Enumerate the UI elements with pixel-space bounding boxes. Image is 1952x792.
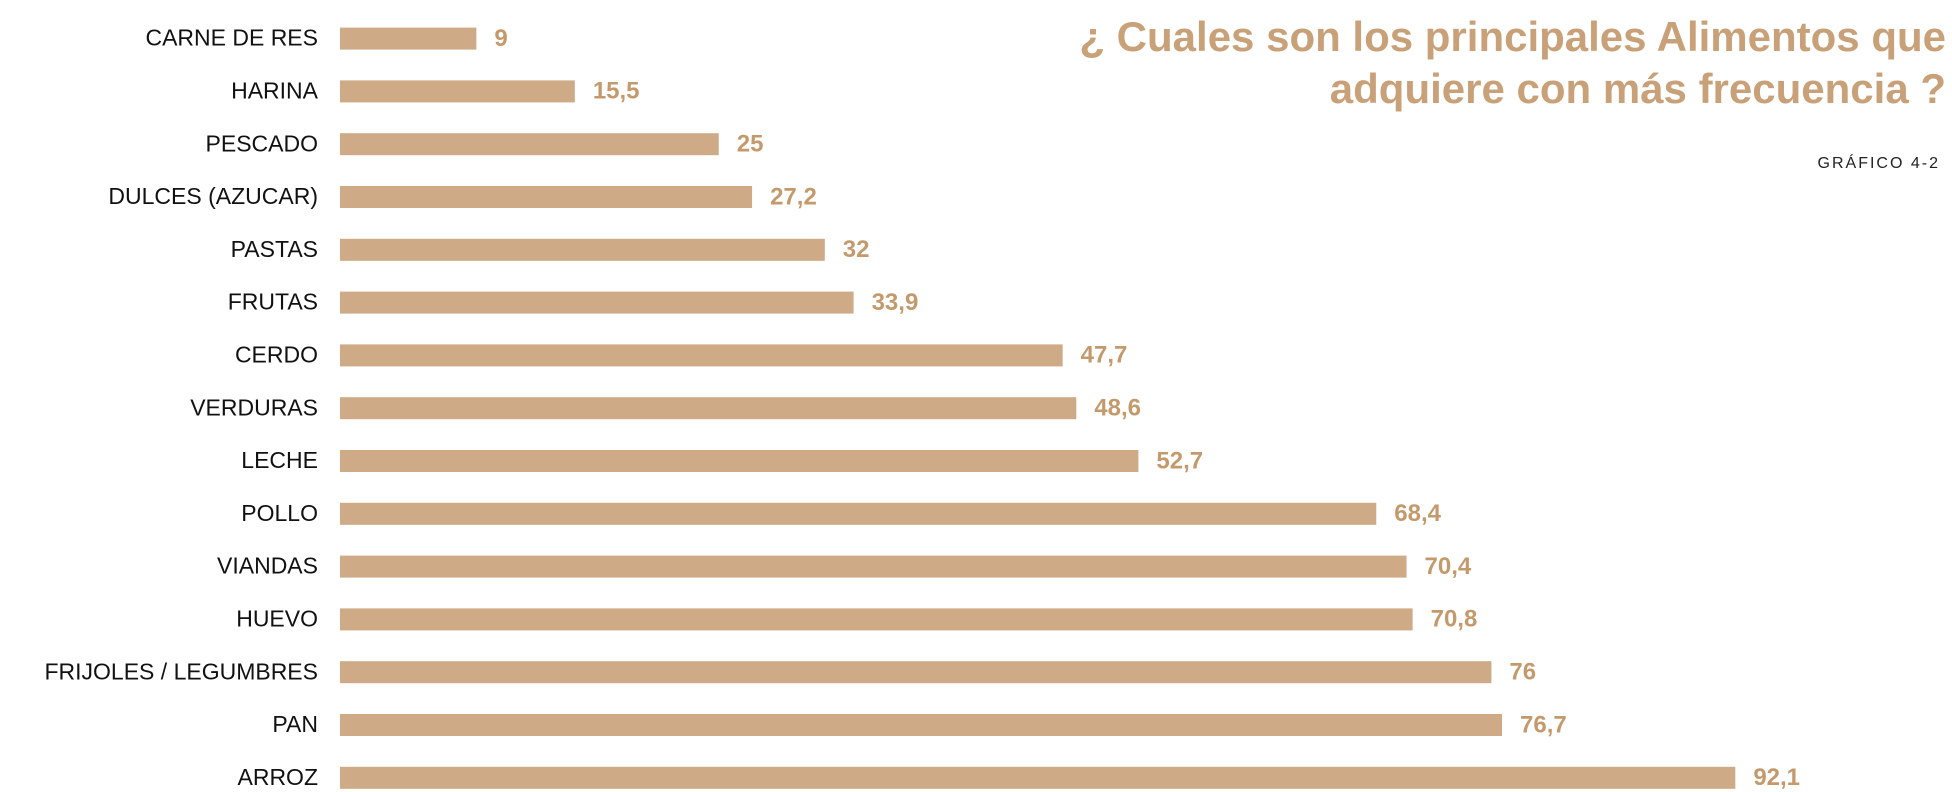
value-label: 33,9 xyxy=(872,289,919,316)
value-label: 68,4 xyxy=(1394,500,1441,527)
bar xyxy=(340,291,854,314)
value-label: 32 xyxy=(843,236,870,263)
category-label: LECHE xyxy=(241,447,318,473)
category-label: POLLO xyxy=(241,500,318,526)
chart-title: ¿ Cuales son los principales Alimentos q… xyxy=(1079,13,1946,60)
bar xyxy=(340,661,1492,684)
bar xyxy=(340,133,719,156)
category-label: ARROZ xyxy=(238,764,319,790)
category-label: PESCADO xyxy=(206,130,318,156)
value-label: 92,1 xyxy=(1753,764,1800,791)
value-label: 76 xyxy=(1509,659,1536,686)
value-label: 25 xyxy=(737,131,764,158)
value-label: 9 xyxy=(494,25,507,52)
value-label: 47,7 xyxy=(1081,342,1128,369)
bar xyxy=(340,766,1736,789)
value-label: 76,7 xyxy=(1520,711,1567,738)
value-label: 70,4 xyxy=(1425,553,1472,580)
chart-subtitle: GRÁFICO 4-2 xyxy=(1818,153,1940,172)
category-label: CERDO xyxy=(235,341,318,367)
bar xyxy=(340,344,1063,367)
value-label: 15,5 xyxy=(593,78,640,105)
category-label: FRUTAS xyxy=(228,289,318,315)
bar xyxy=(340,502,1377,525)
value-label: 52,7 xyxy=(1156,447,1203,474)
category-label: PASTAS xyxy=(231,236,318,262)
category-label: DULCES (AZUCAR) xyxy=(108,183,318,209)
value-label: 70,8 xyxy=(1431,606,1478,633)
bar xyxy=(340,608,1413,631)
bar xyxy=(340,238,825,261)
bar xyxy=(340,186,753,208)
bar xyxy=(340,714,1503,736)
category-label: VIANDAS xyxy=(217,553,318,579)
category-label: FRIJOLES / LEGUMBRES xyxy=(44,658,318,684)
value-label: 48,6 xyxy=(1094,395,1141,422)
category-label: HUEVO xyxy=(236,605,318,631)
category-label: CARNE DE RES xyxy=(145,25,318,51)
value-label: 27,2 xyxy=(770,183,817,210)
category-label: VERDURAS xyxy=(190,394,318,420)
bar xyxy=(340,450,1139,472)
bar xyxy=(340,80,575,103)
category-label: HARINA xyxy=(231,77,319,103)
bar xyxy=(340,397,1077,420)
category-label: PAN xyxy=(272,711,318,737)
bar xyxy=(340,555,1407,578)
chart-title: adquiere con más frecuencia ? xyxy=(1330,65,1946,112)
bar xyxy=(340,27,477,50)
